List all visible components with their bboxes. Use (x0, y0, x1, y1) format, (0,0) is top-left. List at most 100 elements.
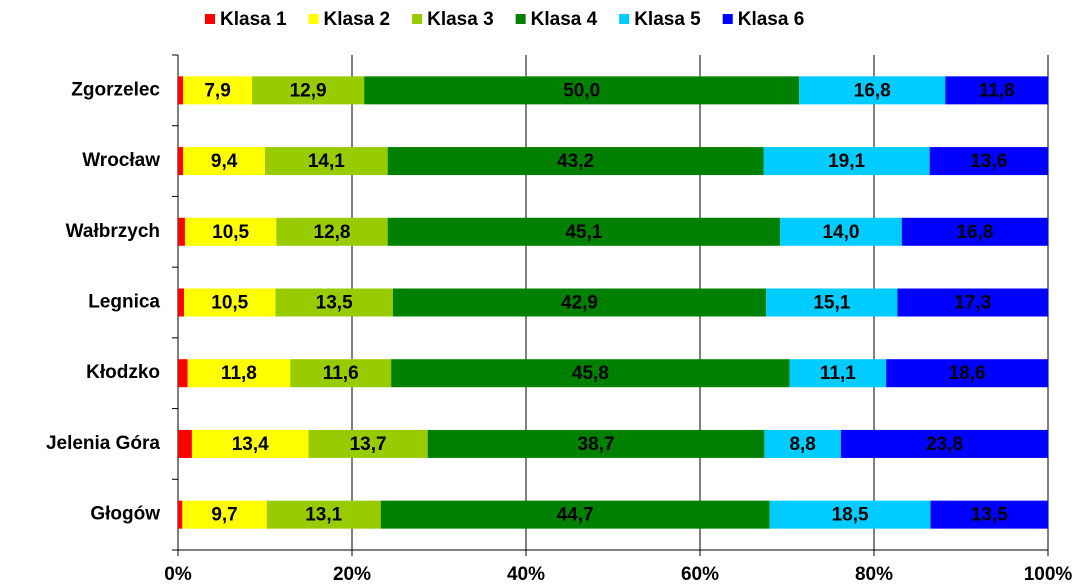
bar-segment (184, 217, 277, 246)
bar-segment (763, 147, 930, 176)
x-tick-label: 40% (507, 564, 545, 585)
data-label: 13,1 (305, 505, 342, 526)
legend-label: Klasa 5 (634, 9, 701, 30)
data-label: 12,8 (313, 222, 350, 243)
data-label: 13,7 (350, 434, 387, 455)
bar-segment (178, 288, 185, 317)
legend-swatch (412, 14, 423, 24)
bar-segment (191, 429, 309, 458)
y-tick-label: Wrocław (82, 150, 160, 171)
bar-segment (178, 359, 188, 388)
bar-segment (799, 76, 946, 105)
data-label: 15,1 (813, 293, 850, 314)
legend-label: Klasa 4 (531, 9, 598, 30)
data-label: 11,6 (323, 363, 359, 384)
bar-segment (308, 429, 428, 458)
bar-segment (178, 76, 184, 105)
data-label: 16,8 (956, 222, 993, 243)
data-label: 11,8 (979, 80, 1015, 101)
bar-segment (766, 288, 898, 317)
x-tick-label: 60% (681, 564, 719, 585)
legend-label: Klasa 1 (220, 9, 287, 30)
data-label: 13,4 (232, 434, 269, 455)
bar-segment (184, 288, 276, 317)
bar-segment (387, 147, 764, 176)
bar-segment (769, 500, 931, 529)
bar-segment (387, 217, 781, 246)
data-label: 14,1 (308, 151, 345, 172)
y-tick-label: Jelenia Góra (46, 433, 160, 454)
legend-swatch (205, 14, 215, 24)
data-label: 13,6 (970, 151, 1007, 172)
bar-segment (251, 76, 365, 105)
data-label: 9,4 (211, 151, 238, 172)
bar-segment (178, 217, 185, 246)
legend-label: Klasa 3 (427, 9, 494, 30)
data-label: 18,6 (949, 363, 986, 384)
bar-segment (897, 288, 1048, 317)
y-tick-label: Kłodzko (86, 362, 160, 383)
data-label: 13,5 (971, 505, 1008, 526)
bar-segment (840, 429, 1048, 458)
bar-segment (178, 429, 192, 458)
bar-segment (178, 147, 184, 176)
y-tick-label: Wałbrzych (66, 221, 160, 242)
legend-swatch (619, 14, 630, 24)
data-label: 42,9 (561, 293, 598, 314)
bar-segment (780, 217, 902, 246)
legend-label: Klasa 2 (324, 9, 391, 30)
data-label: 19,1 (828, 151, 865, 172)
bar-segment (183, 76, 252, 105)
bar-segment (178, 500, 183, 529)
legend-swatch (515, 14, 526, 24)
bar-segment (427, 429, 765, 458)
data-label: 43,2 (557, 151, 594, 172)
data-label: 50,0 (563, 80, 600, 101)
data-label: 18,5 (832, 505, 869, 526)
legend-label: Klasa 6 (738, 9, 805, 30)
bar-segment (392, 288, 767, 317)
legend-swatch (308, 14, 319, 24)
data-label: 45,1 (565, 222, 602, 243)
bar-segment (183, 147, 265, 176)
data-label: 16,8 (854, 80, 891, 101)
bar-segment (929, 147, 1048, 176)
data-label: 23,8 (926, 434, 963, 455)
x-tick-label: 100% (1024, 564, 1073, 585)
bar-segment (901, 217, 1048, 246)
data-label: 17,3 (954, 293, 991, 314)
data-label: 13,5 (316, 293, 353, 314)
data-label: 44,7 (557, 505, 594, 526)
bar-segment (266, 500, 381, 529)
bar-segment (380, 500, 770, 529)
data-label: 10,5 (211, 293, 248, 314)
data-label: 10,5 (212, 222, 249, 243)
data-label: 11,1 (820, 363, 856, 384)
data-label: 7,9 (204, 80, 230, 101)
bar-segment (182, 500, 267, 529)
data-label: 12,9 (290, 80, 327, 101)
x-tick-label: 0% (164, 564, 192, 585)
data-label: 11,8 (221, 363, 257, 384)
legend-swatch (722, 14, 733, 24)
bar-segment (290, 359, 392, 388)
x-tick-label: 80% (855, 564, 893, 585)
bar-segment (364, 76, 800, 105)
data-label: 9,7 (211, 505, 237, 526)
data-label: 8,8 (789, 434, 815, 455)
bar-segment (930, 500, 1048, 529)
bar-segment (789, 359, 887, 388)
data-label: 14,0 (822, 222, 859, 243)
bar-segment (391, 359, 790, 388)
data-label: 45,8 (572, 363, 609, 384)
y-tick-label: Zgorzelec (71, 79, 160, 100)
bar-segment (886, 359, 1048, 388)
y-tick-label: Głogów (90, 504, 160, 525)
bar-segment (945, 76, 1048, 105)
x-tick-label: 20% (333, 564, 371, 585)
bar-segment (275, 288, 393, 317)
bar-segment (276, 217, 388, 246)
bar-segment (764, 429, 841, 458)
bar-segment (265, 147, 388, 176)
